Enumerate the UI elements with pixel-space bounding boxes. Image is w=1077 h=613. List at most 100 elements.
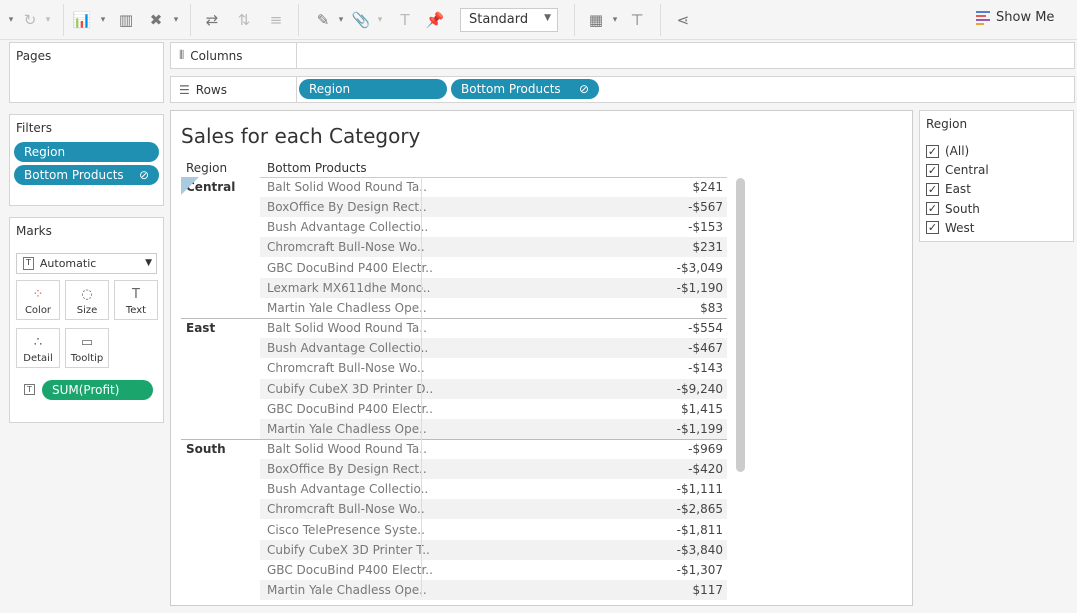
size-button[interactable]: ◌ Size	[65, 280, 109, 320]
detail-button[interactable]: ∴ Detail	[16, 328, 60, 368]
text-button[interactable]: T Text	[114, 280, 158, 320]
filters-card[interactable]: Filters Region Bottom Products ⊘	[9, 114, 164, 206]
rows-shelf[interactable]: ☰ Rows Region Bottom Products ⊘	[170, 76, 1075, 103]
divider	[298, 4, 299, 36]
rows-pill-region[interactable]: Region	[299, 79, 447, 99]
group-dropdown-icon[interactable]: ▾	[377, 15, 383, 25]
table-row[interactable]: Chromcraft Bull-Nose Wo.. -$2,865	[260, 499, 727, 520]
group-divider	[181, 318, 727, 320]
presentation-mode-icon[interactable]: ⊤	[630, 11, 644, 29]
clear-sheet-icon[interactable]: ✖	[149, 11, 163, 29]
checkbox-icon[interactable]: ✓	[926, 144, 939, 158]
profit-value: -$153	[688, 220, 723, 235]
table-row[interactable]: BoxOffice By Design Rect.. -$567	[260, 197, 727, 218]
sum-profit-pill[interactable]: SUM(Profit)	[42, 380, 153, 400]
filter-pill-bottom-products[interactable]: Bottom Products ⊘	[14, 165, 159, 185]
rows-icon: ☰	[179, 82, 190, 97]
table-row[interactable]: Martin Yale Chadless Ope.. $83	[260, 298, 727, 318]
rows-label: Rows	[195, 82, 227, 97]
new-worksheet-icon[interactable]: 📊	[72, 11, 92, 29]
region-filter-card: Region	[919, 110, 1074, 242]
header-bottom-products[interactable]: Bottom Products	[267, 161, 367, 175]
columns-icon: ⦀	[179, 48, 185, 62]
product-name: BoxOffice By Design Rect..	[267, 200, 427, 215]
table-row[interactable]: Balt Solid Wood Round Ta.. -$969	[260, 439, 727, 459]
profit-value: -$969	[688, 441, 723, 456]
text-label: Text	[125, 305, 147, 316]
checkbox-icon[interactable]: ✓	[926, 182, 939, 196]
show-mark-labels-icon[interactable]: T	[400, 11, 410, 29]
highlight-icon[interactable]: ✎	[316, 11, 330, 29]
product-name: Balt Solid Wood Round Ta..	[267, 180, 427, 194]
table-row[interactable]: GBC DocuBind P400 Electr.. -$1,307	[260, 560, 727, 580]
highlight-dropdown-icon[interactable]: ▾	[338, 15, 344, 25]
table-row[interactable]: Cubify CubeX 3D Printer T.. -$3,840	[260, 539, 727, 560]
profit-value: -$554	[688, 321, 723, 336]
table-row[interactable]: Balt Solid Wood Round Ta.. -$554	[260, 318, 727, 338]
header-region[interactable]: Region	[186, 161, 228, 175]
table-row[interactable]: Martin Yale Chadless Ope.. $117	[260, 580, 727, 600]
product-name: Bush Advantage Collectio..	[267, 482, 429, 497]
show-cards-dropdown-icon[interactable]: ▾	[612, 15, 618, 25]
group-members-icon[interactable]: 📎	[351, 11, 371, 29]
table-row[interactable]: Cisco TelePresence Syste.. -$1,811	[260, 520, 727, 540]
region-option[interactable]: ✓ East	[926, 182, 971, 196]
checkbox-icon[interactable]: ✓	[926, 202, 939, 216]
duplicate-sheet-icon[interactable]: ▥	[118, 11, 134, 29]
profit-value: $241	[692, 180, 723, 194]
region-option[interactable]: ✓ South	[926, 202, 980, 216]
table-row[interactable]: Bush Advantage Collectio.. -$153	[260, 217, 727, 237]
region-label[interactable]: East	[186, 321, 216, 336]
region-option[interactable]: ✓ (All)	[926, 144, 969, 158]
profit-value: -$1,811	[676, 522, 723, 537]
checkbox-icon[interactable]: ✓	[926, 163, 939, 177]
chevron-down-icon: ▼	[544, 13, 551, 23]
profit-value: $117	[692, 583, 723, 597]
undo-dropdown-icon[interactable]: ▾	[8, 15, 14, 25]
divider	[260, 177, 727, 178]
rows-pill-bottom-products[interactable]: Bottom Products ⊘	[451, 79, 599, 99]
table-row[interactable]: Bush Advantage Collectio.. -$467	[260, 338, 727, 359]
profit-value: -$3,049	[676, 260, 723, 275]
option-label: (All)	[945, 144, 970, 158]
share-icon[interactable]: ⋖	[676, 11, 690, 29]
table-row[interactable]: Chromcraft Bull-Nose Wo.. -$143	[260, 358, 727, 378]
columns-shelf[interactable]: ⦀ Columns	[170, 42, 1075, 69]
pin-icon[interactable]: 📌	[425, 11, 445, 29]
swap-rows-columns-icon[interactable]: ⇄	[205, 11, 219, 29]
color-button[interactable]: ⁘ Color	[16, 280, 60, 320]
tooltip-button[interactable]: ▭ Tooltip	[65, 328, 109, 368]
product-name: Cisco TelePresence Syste..	[267, 522, 425, 537]
table-row[interactable]: Chromcraft Bull-Nose Wo.. $231	[260, 237, 727, 258]
filter-pill-region[interactable]: Region	[14, 142, 159, 162]
show-cards-icon[interactable]: ▦	[588, 11, 604, 29]
refresh-icon[interactable]: ↻	[23, 11, 37, 29]
refresh-dropdown-icon[interactable]: ▾	[45, 15, 51, 25]
table-row[interactable]: Balt Solid Wood Round Ta.. $241	[260, 177, 727, 197]
fit-select-value: Standard	[469, 12, 529, 27]
table-row[interactable]: Bush Advantage Collectio.. -$1,111	[260, 479, 727, 499]
region-option[interactable]: ✓ Central	[926, 163, 989, 177]
clear-dropdown-icon[interactable]: ▾	[173, 15, 179, 25]
checkbox-icon[interactable]: ✓	[926, 221, 939, 235]
marks-title: Marks	[16, 224, 52, 238]
table-row[interactable]: Lexmark MX611dhe Mono.. -$1,190	[260, 277, 727, 298]
table-row[interactable]: Martin Yale Chadless Ope.. -$1,199	[260, 418, 727, 439]
sort-descending-icon[interactable]: ≡	[269, 11, 283, 29]
table-row[interactable]: GBC DocuBind P400 Electr.. $1,415	[260, 399, 727, 419]
scrollbar[interactable]	[736, 178, 745, 472]
table-row[interactable]: GBC DocuBind P400 Electr.. -$3,049	[260, 258, 727, 278]
table-row[interactable]: BoxOffice By Design Rect.. -$420	[260, 459, 727, 480]
fit-select[interactable]: Standard ▼	[460, 8, 558, 32]
mark-type-select[interactable]: T Automatic ▼	[16, 253, 157, 274]
profit-value: -$9,240	[676, 381, 723, 396]
region-label[interactable]: South	[186, 441, 226, 456]
region-option[interactable]: ✓ West	[926, 221, 975, 235]
product-name: BoxOffice By Design Rect..	[267, 462, 427, 477]
pages-card[interactable]: Pages	[9, 42, 164, 103]
pill-label: Bottom Products	[24, 168, 124, 182]
show-me-button[interactable]: Show Me	[976, 10, 1054, 25]
new-worksheet-dropdown-icon[interactable]: ▾	[100, 15, 106, 25]
table-row[interactable]: Cubify CubeX 3D Printer D.. -$9,240	[260, 378, 727, 399]
sort-ascending-icon[interactable]: ⇅	[237, 11, 251, 29]
